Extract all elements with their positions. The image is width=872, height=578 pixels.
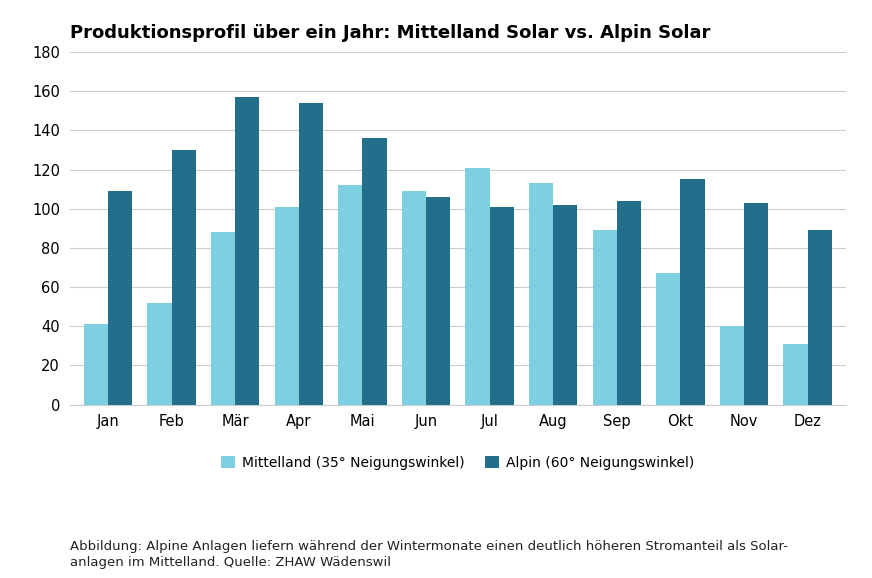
Bar: [402, 191, 426, 405]
Text: Abbildung: Alpine Anlagen liefern während der Wintermonate einen deutlich höhere: Abbildung: Alpine Anlagen liefern währen…: [70, 540, 787, 553]
Bar: [108, 191, 132, 405]
Bar: [807, 230, 832, 405]
Text: Produktionsprofil über ein Jahr: Mittelland Solar vs. Alpin Solar: Produktionsprofil über ein Jahr: Mittell…: [70, 24, 710, 42]
Bar: [235, 97, 259, 405]
Legend: Mittelland (35° Neigungswinkel), Alpin (60° Neigungswinkel): Mittelland (35° Neigungswinkel), Alpin (…: [215, 450, 700, 475]
Bar: [680, 179, 705, 405]
Bar: [657, 273, 680, 405]
Bar: [275, 207, 299, 405]
Bar: [338, 185, 363, 405]
Bar: [593, 230, 617, 405]
Bar: [299, 103, 323, 405]
Bar: [617, 201, 641, 405]
Bar: [744, 203, 768, 405]
Bar: [147, 303, 172, 405]
Bar: [172, 150, 195, 405]
Bar: [553, 205, 577, 405]
Bar: [84, 324, 108, 405]
Bar: [363, 138, 386, 405]
Bar: [489, 207, 514, 405]
Text: anlagen im Mittelland. Quelle: ZHAW Wädenswil: anlagen im Mittelland. Quelle: ZHAW Wäde…: [70, 556, 391, 569]
Bar: [720, 326, 744, 405]
Bar: [426, 197, 450, 405]
Bar: [529, 183, 553, 405]
Bar: [466, 168, 489, 405]
Bar: [784, 344, 807, 405]
Bar: [211, 232, 235, 405]
